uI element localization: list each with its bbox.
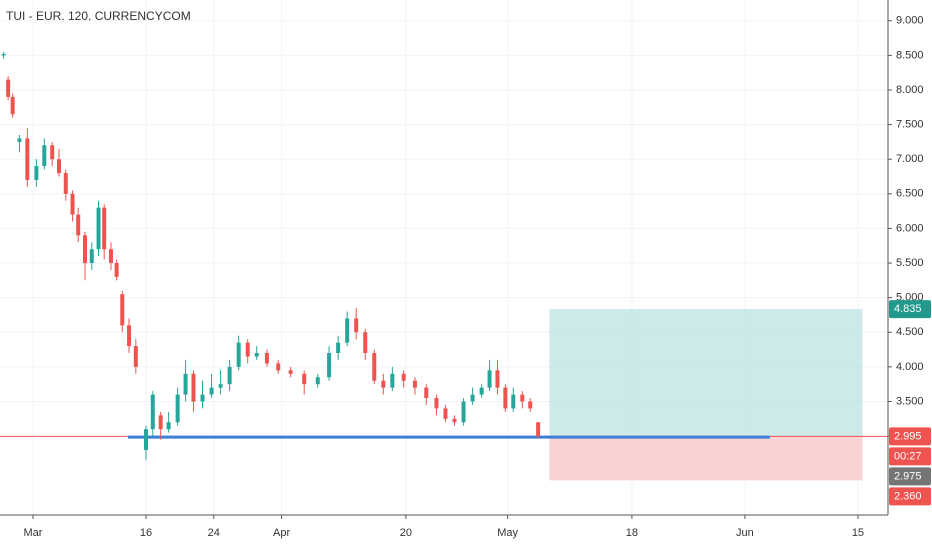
x-tick-label: 24 <box>208 527 220 539</box>
candle-body <box>401 373 406 381</box>
x-tick-label: 16 <box>140 527 152 539</box>
candle-body <box>302 373 307 385</box>
candle-body <box>191 373 196 402</box>
candle-body <box>470 394 475 402</box>
candle-body <box>354 318 359 333</box>
candle-body <box>200 394 205 402</box>
candle-body <box>452 418 457 423</box>
candle-body <box>495 370 500 388</box>
candle-body <box>276 363 281 371</box>
y-tick-label: 9.000 <box>896 15 924 27</box>
candle-body <box>520 394 525 402</box>
candle-body <box>89 249 94 264</box>
candle-body <box>209 387 214 395</box>
candle-body <box>390 373 395 388</box>
candle-body <box>96 207 101 250</box>
candle-body <box>536 422 541 437</box>
candle-body <box>76 214 81 236</box>
y-tick-label: 8.500 <box>896 49 924 61</box>
candle-body <box>50 145 55 160</box>
candle-body <box>315 377 320 385</box>
profit-zone <box>549 309 863 437</box>
candle-body <box>363 332 368 354</box>
candle-body <box>254 353 259 357</box>
candle-body <box>528 401 533 409</box>
candle-body <box>336 342 341 354</box>
candle-body <box>424 387 429 399</box>
candle-body <box>345 318 350 343</box>
candle-body <box>1 53 6 56</box>
x-tick-label: Mar <box>24 527 43 539</box>
candle-body <box>434 398 439 409</box>
y-tick-label: 5.500 <box>896 257 924 269</box>
candle-body <box>264 353 269 364</box>
candle-body <box>381 380 386 388</box>
candle-body <box>412 380 417 388</box>
candle-body <box>218 384 223 388</box>
chart-title: TUI - EUR, 120, CURRENCYCOM <box>6 9 191 23</box>
candle-body <box>25 138 30 180</box>
candle-body <box>461 401 466 423</box>
candle-body <box>327 353 332 378</box>
candle-body <box>42 145 47 167</box>
candle-body <box>114 263 119 277</box>
candle-body <box>56 159 61 174</box>
candle-body <box>166 422 171 430</box>
y-tick-label: 8.000 <box>896 84 924 96</box>
candle-body <box>17 138 22 142</box>
y-tick-label: 6.500 <box>896 188 924 200</box>
y-tick-label: 6.000 <box>896 222 924 234</box>
candle-body <box>487 370 492 388</box>
y-tick-label: 7.500 <box>896 119 924 131</box>
candle-body <box>183 373 188 395</box>
y-tick-label: 4.500 <box>896 326 924 338</box>
price-label: 2.995 <box>894 430 922 442</box>
price-label-box <box>889 487 931 506</box>
candle-body <box>150 394 155 430</box>
y-tick-label: 7.000 <box>896 153 924 165</box>
price-label: 4.835 <box>894 303 922 315</box>
x-tick-label: Jun <box>736 527 754 539</box>
plot-area <box>0 0 888 515</box>
x-tick-label: 18 <box>626 527 638 539</box>
candle-body <box>102 207 107 250</box>
candle-body <box>120 294 125 326</box>
candle-body <box>144 429 149 450</box>
x-tick-label: 15 <box>852 527 864 539</box>
candle-body <box>10 96 15 115</box>
x-tick-label: Apr <box>273 527 290 539</box>
price-label: 2.360 <box>894 490 922 502</box>
candle-body <box>236 342 241 367</box>
candle-body <box>372 353 377 381</box>
candle-body <box>511 394 516 409</box>
candle-body <box>127 325 132 347</box>
candle-body <box>82 235 87 264</box>
x-tick-label: May <box>497 527 518 539</box>
price-label-box <box>889 467 931 486</box>
candle-body <box>288 370 293 374</box>
candle-body <box>63 173 68 194</box>
candle-body <box>503 387 508 409</box>
y-tick-label: 4.000 <box>896 361 924 373</box>
candle-body <box>175 394 180 423</box>
candle-body <box>443 408 448 419</box>
candle-body <box>6 79 11 97</box>
candle-body <box>108 249 113 264</box>
candle-body <box>70 193 75 215</box>
candle-body <box>34 166 39 180</box>
candle-body <box>133 346 138 367</box>
price-label-box <box>889 300 931 319</box>
candle-body <box>245 342 250 357</box>
loss-zone <box>549 436 863 481</box>
countdown-box <box>889 447 931 466</box>
countdown: 00:27 <box>894 450 922 462</box>
price-label: 2.975 <box>894 470 922 482</box>
x-tick-label: 20 <box>400 527 412 539</box>
candle-body <box>158 415 163 430</box>
y-tick-label: 3.500 <box>896 395 924 407</box>
candle-body <box>479 387 484 395</box>
candle-body <box>227 366 232 385</box>
price-label-box <box>889 427 931 446</box>
